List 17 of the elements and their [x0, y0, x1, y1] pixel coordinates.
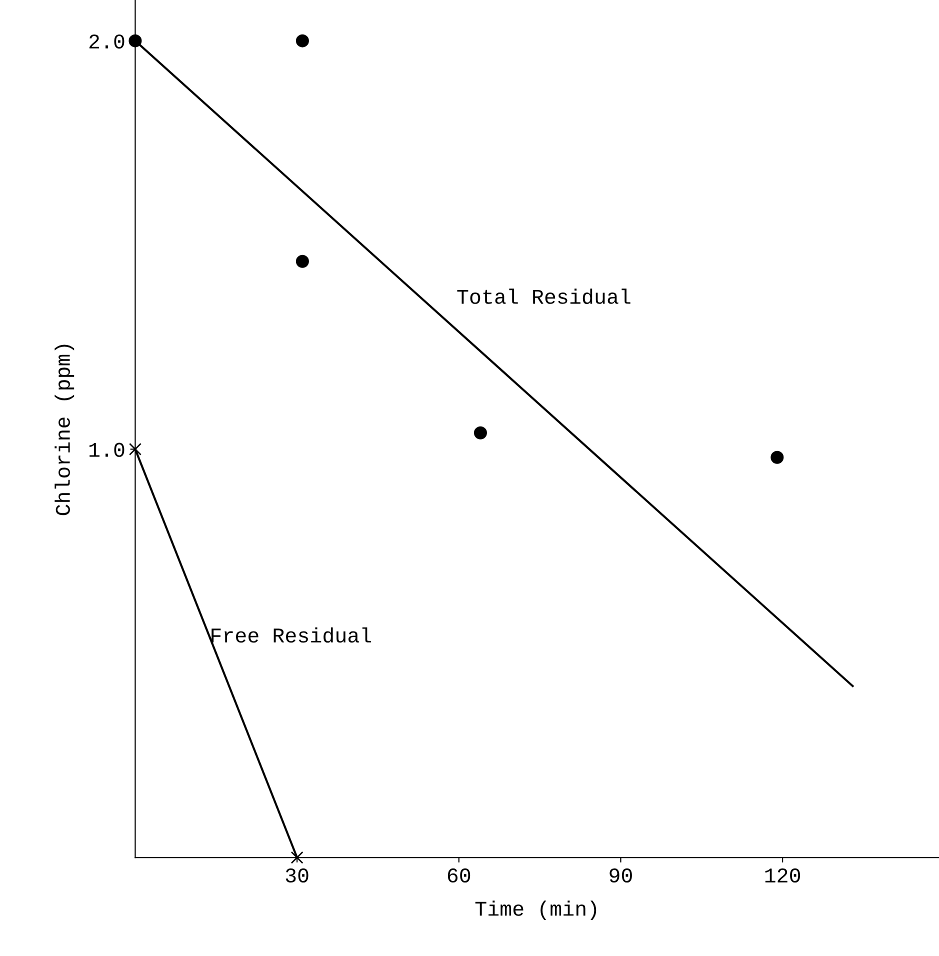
y-tick-label: 2.0 — [89, 34, 124, 49]
x-tick-label: 90 — [610, 868, 632, 883]
x-tick-label: 120 — [765, 868, 800, 883]
point — [770, 450, 784, 464]
point — [128, 442, 142, 456]
point — [474, 426, 487, 440]
point — [128, 34, 142, 48]
x-axis-title: Time (min) — [475, 900, 596, 920]
point — [296, 254, 309, 268]
x-tick-label: 30 — [286, 868, 308, 883]
point — [296, 34, 309, 48]
series-label: Free Residual — [212, 627, 372, 643]
series-label: Total Residual — [457, 288, 630, 304]
x-tick-label: 60 — [448, 868, 470, 883]
y-axis-title: Chlorine (ppm) — [54, 344, 74, 516]
y-tick-label: 1.0 — [89, 442, 124, 457]
point — [290, 851, 304, 864]
